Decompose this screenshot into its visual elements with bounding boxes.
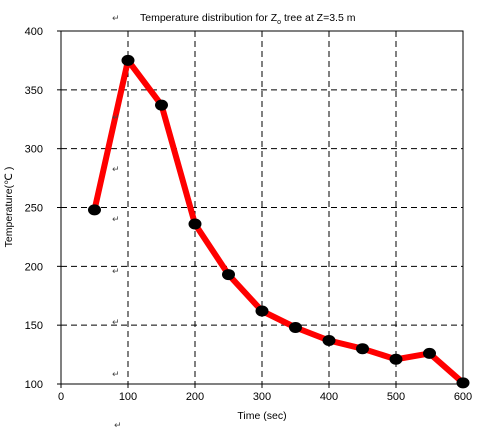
series-group	[88, 54, 470, 389]
return-marks: ↵ ↵ ↵ ↵ ↵ ↵	[112, 113, 120, 380]
y-tick-label: 100	[25, 379, 43, 391]
data-point	[423, 347, 436, 359]
x-tick-label: 300	[253, 391, 271, 403]
x-tick-label: 500	[387, 391, 405, 403]
data-point	[188, 218, 202, 230]
data-point	[356, 343, 369, 355]
x-tick-label: 600	[454, 391, 472, 403]
title-subscript: o	[277, 19, 281, 26]
data-point	[88, 204, 101, 216]
y-tick-label: 300	[25, 144, 43, 156]
chart-title: Temperature distribution for Zo tree at …	[140, 12, 356, 26]
return-mark: ↵	[112, 370, 120, 380]
y-tick-label: 350	[25, 85, 43, 97]
data-point	[322, 334, 336, 346]
title-suffix: tree at Z=3.5 m	[281, 12, 356, 24]
data-point	[289, 322, 302, 334]
data-point	[155, 99, 168, 111]
x-axis-label: Time (sec)	[237, 410, 286, 422]
y-tick-label: 200	[25, 261, 43, 273]
x-tick-label: 0	[58, 391, 64, 403]
x-tick-label: 200	[186, 391, 204, 403]
x-tick-label: 100	[119, 391, 137, 403]
grid-lines	[61, 31, 463, 384]
data-point	[389, 353, 403, 365]
axis-ticks: 0 100 200 300 400 500 600 100 150 200 250 300 350 400	[25, 26, 473, 403]
data-point	[222, 269, 235, 281]
return-mark: ↵	[112, 215, 120, 225]
return-mark: ↵	[112, 165, 120, 175]
title-main: Temperature distribution for Z	[140, 12, 278, 24]
return-mark: ↵	[112, 318, 120, 328]
y-tick-label: 250	[25, 203, 43, 215]
y-tick-label: 400	[25, 26, 43, 38]
title-return-mark: ↵	[112, 14, 120, 24]
data-point	[121, 54, 135, 66]
data-point	[456, 377, 470, 389]
return-mark: ↵	[112, 267, 120, 277]
return-mark: ↵	[112, 113, 120, 123]
x-tick-label: 400	[320, 391, 338, 403]
data-point	[255, 305, 269, 317]
y-axis-label: Temperature(℃ )	[3, 167, 15, 248]
y-tick-label: 150	[25, 320, 43, 332]
x-axis-label-return-mark: ↵	[114, 421, 122, 429]
